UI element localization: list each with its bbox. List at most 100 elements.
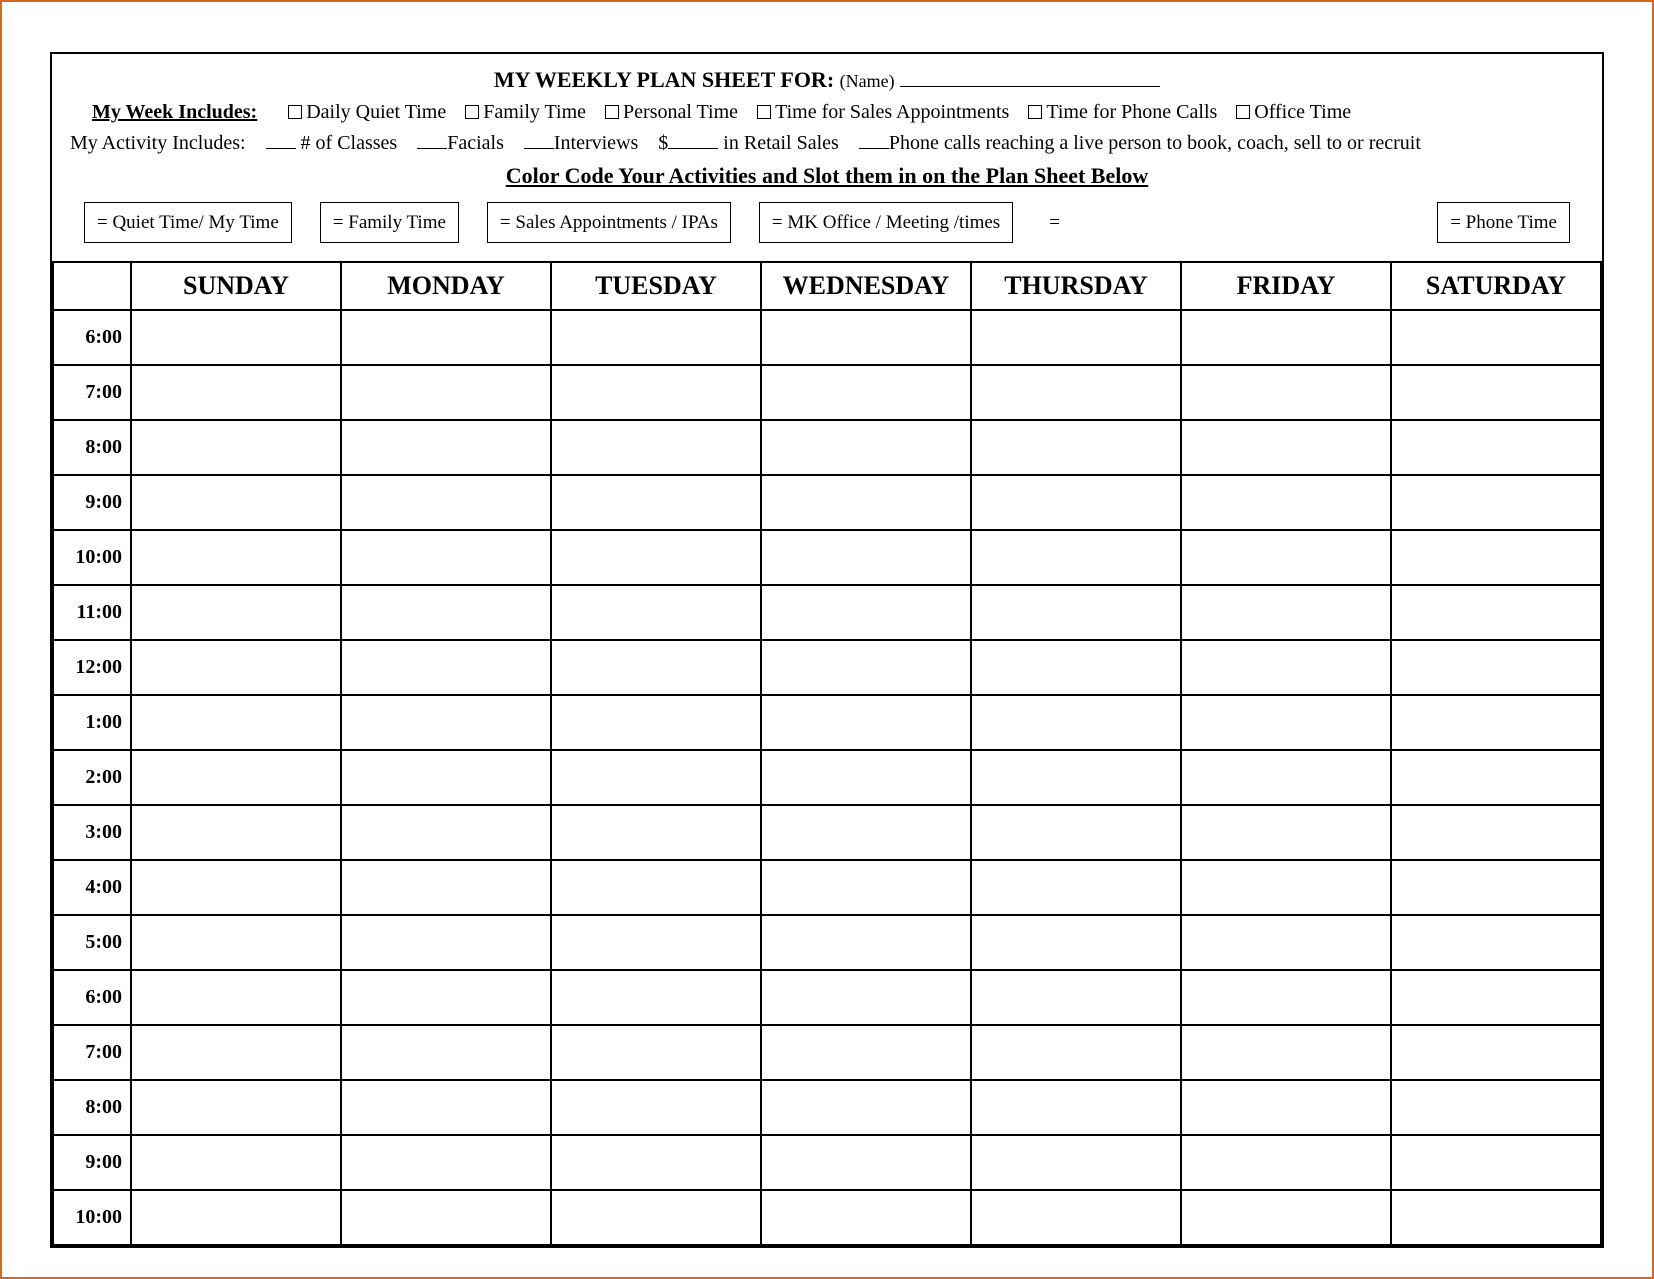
plan-cell[interactable] (1181, 750, 1391, 805)
plan-cell[interactable] (341, 915, 551, 970)
plan-cell[interactable] (971, 860, 1181, 915)
plan-cell[interactable] (551, 750, 761, 805)
plan-cell[interactable] (1391, 640, 1601, 695)
plan-cell[interactable] (971, 585, 1181, 640)
plan-cell[interactable] (1391, 1080, 1601, 1135)
plan-cell[interactable] (551, 970, 761, 1025)
interviews-blank[interactable] (524, 131, 554, 149)
plan-cell[interactable] (551, 1025, 761, 1080)
plan-cell[interactable] (551, 1135, 761, 1190)
plan-cell[interactable] (341, 530, 551, 585)
plan-cell[interactable] (971, 1135, 1181, 1190)
checkbox-icon[interactable] (465, 105, 479, 119)
plan-cell[interactable] (131, 1080, 341, 1135)
plan-cell[interactable] (551, 420, 761, 475)
plan-cell[interactable] (551, 475, 761, 530)
plan-cell[interactable] (551, 860, 761, 915)
plan-cell[interactable] (1181, 1135, 1391, 1190)
plan-cell[interactable] (131, 585, 341, 640)
plan-cell[interactable] (1391, 1135, 1601, 1190)
plan-cell[interactable] (1181, 1080, 1391, 1135)
plan-cell[interactable] (1391, 695, 1601, 750)
plan-cell[interactable] (551, 585, 761, 640)
plan-cell[interactable] (761, 915, 971, 970)
plan-cell[interactable] (761, 970, 971, 1025)
plan-cell[interactable] (551, 1190, 761, 1245)
plan-cell[interactable] (131, 970, 341, 1025)
plan-cell[interactable] (341, 970, 551, 1025)
plan-cell[interactable] (131, 420, 341, 475)
plan-cell[interactable] (971, 475, 1181, 530)
plan-cell[interactable] (551, 310, 761, 365)
plan-cell[interactable] (551, 365, 761, 420)
plan-cell[interactable] (761, 1080, 971, 1135)
plan-cell[interactable] (971, 1025, 1181, 1080)
plan-cell[interactable] (341, 805, 551, 860)
checkbox-icon[interactable] (1236, 105, 1250, 119)
plan-cell[interactable] (761, 365, 971, 420)
plan-cell[interactable] (761, 640, 971, 695)
plan-cell[interactable] (1181, 640, 1391, 695)
plan-cell[interactable] (1181, 475, 1391, 530)
checkbox-icon[interactable] (1028, 105, 1042, 119)
plan-cell[interactable] (971, 1080, 1181, 1135)
plan-cell[interactable] (761, 475, 971, 530)
plan-cell[interactable] (971, 420, 1181, 475)
plan-cell[interactable] (131, 750, 341, 805)
plan-cell[interactable] (761, 750, 971, 805)
plan-cell[interactable] (1391, 365, 1601, 420)
classes-blank[interactable] (266, 131, 296, 149)
plan-cell[interactable] (131, 1135, 341, 1190)
plan-cell[interactable] (971, 530, 1181, 585)
plan-cell[interactable] (131, 1190, 341, 1245)
plan-cell[interactable] (1391, 860, 1601, 915)
plan-cell[interactable] (1181, 970, 1391, 1025)
plan-cell[interactable] (971, 310, 1181, 365)
plan-cell[interactable] (1181, 805, 1391, 860)
plan-cell[interactable] (131, 475, 341, 530)
plan-cell[interactable] (1391, 970, 1601, 1025)
plan-cell[interactable] (971, 750, 1181, 805)
plan-cell[interactable] (761, 1135, 971, 1190)
plan-cell[interactable] (971, 695, 1181, 750)
plan-cell[interactable] (551, 530, 761, 585)
plan-cell[interactable] (761, 585, 971, 640)
plan-cell[interactable] (761, 530, 971, 585)
plan-cell[interactable] (761, 420, 971, 475)
plan-cell[interactable] (1181, 1190, 1391, 1245)
plan-cell[interactable] (131, 310, 341, 365)
plan-cell[interactable] (1391, 1025, 1601, 1080)
plan-cell[interactable] (1181, 530, 1391, 585)
plan-cell[interactable] (971, 915, 1181, 970)
phone-blank[interactable] (859, 131, 889, 149)
plan-cell[interactable] (1181, 915, 1391, 970)
plan-cell[interactable] (971, 1190, 1181, 1245)
plan-cell[interactable] (341, 695, 551, 750)
plan-cell[interactable] (341, 1135, 551, 1190)
plan-cell[interactable] (551, 695, 761, 750)
plan-cell[interactable] (971, 805, 1181, 860)
name-input-blank[interactable] (900, 66, 1160, 87)
plan-cell[interactable] (1391, 750, 1601, 805)
checkbox-icon[interactable] (288, 105, 302, 119)
plan-cell[interactable] (131, 640, 341, 695)
plan-cell[interactable] (971, 640, 1181, 695)
plan-cell[interactable] (551, 915, 761, 970)
plan-cell[interactable] (761, 1025, 971, 1080)
retail-blank[interactable] (668, 131, 718, 149)
plan-cell[interactable] (761, 805, 971, 860)
plan-cell[interactable] (1181, 420, 1391, 475)
plan-cell[interactable] (341, 750, 551, 805)
plan-cell[interactable] (1181, 365, 1391, 420)
plan-cell[interactable] (761, 1190, 971, 1245)
plan-cell[interactable] (341, 860, 551, 915)
plan-cell[interactable] (1391, 310, 1601, 365)
plan-cell[interactable] (341, 1080, 551, 1135)
plan-cell[interactable] (971, 970, 1181, 1025)
plan-cell[interactable] (551, 805, 761, 860)
plan-cell[interactable] (341, 1025, 551, 1080)
plan-cell[interactable] (1391, 1190, 1601, 1245)
plan-cell[interactable] (131, 695, 341, 750)
plan-cell[interactable] (1391, 915, 1601, 970)
plan-cell[interactable] (341, 475, 551, 530)
